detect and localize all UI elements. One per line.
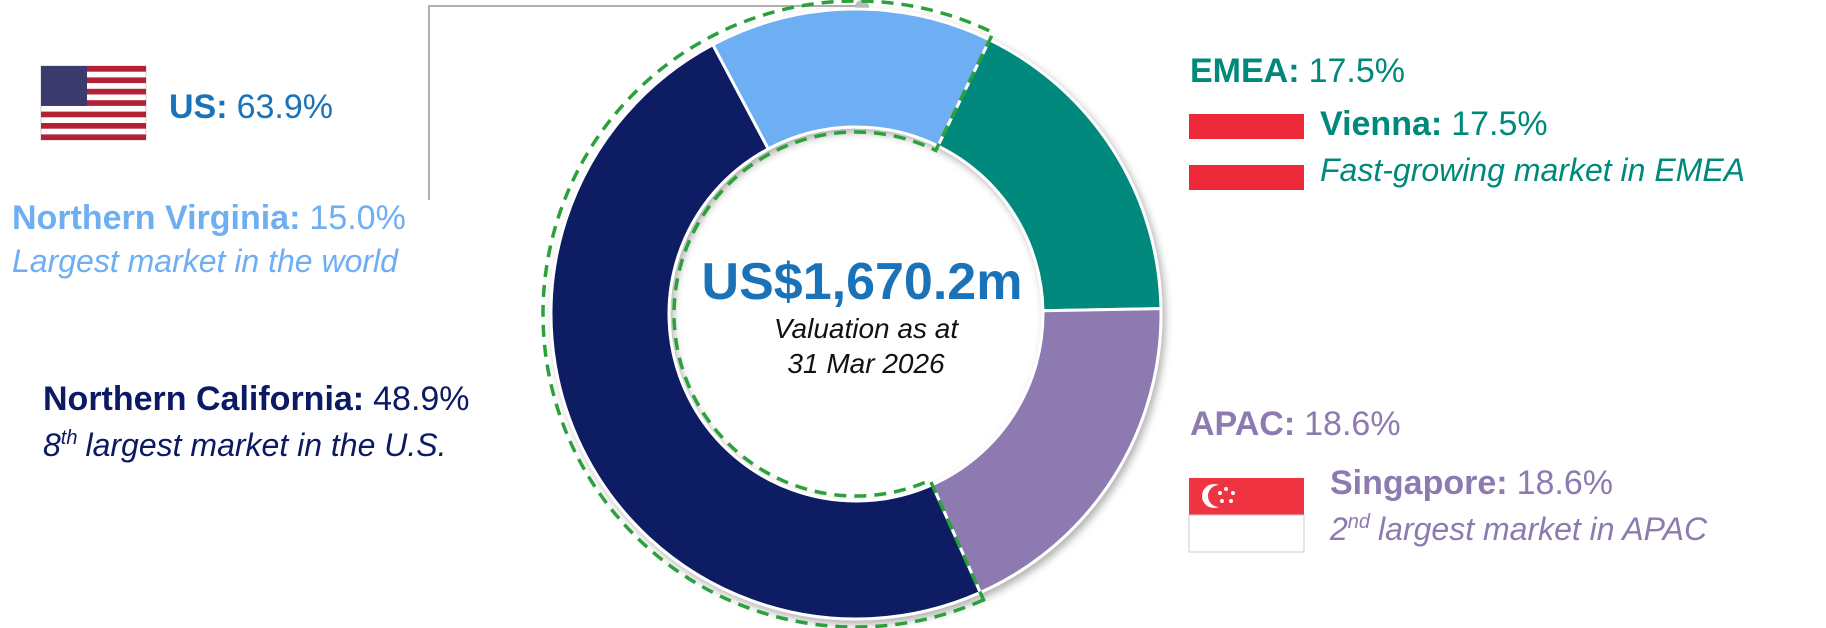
region-label: US: 63.9% — [169, 88, 333, 126]
market-description: Fast-growing market in EMEA — [1320, 152, 1745, 188]
market-value: 15.0% — [309, 199, 405, 237]
market-value: 18.6% — [1517, 464, 1613, 502]
market-name: Singapore: — [1330, 464, 1508, 502]
region-name: US: — [169, 88, 228, 126]
market-description: Largest market in the world — [12, 243, 399, 279]
description-text: 8 — [43, 427, 61, 463]
region-label: APAC: 18.6% — [1190, 405, 1401, 443]
market-value: 48.9% — [373, 380, 469, 418]
slice — [935, 37, 1163, 313]
slice — [549, 42, 983, 621]
region-name: EMEA: — [1190, 52, 1300, 90]
description-superscript: nd — [1348, 511, 1371, 533]
us-dashed-outline — [541, 0, 996, 628]
market-label: Vienna: 17.5% — [1320, 105, 1548, 143]
center-caption: 31 Mar 2026 — [787, 348, 945, 379]
market-description: 2nd largest market in APAC — [1329, 511, 1708, 547]
description-text: Largest market in the world — [12, 243, 399, 279]
austria-flag — [1189, 114, 1304, 190]
region-value: 63.9% — [237, 88, 333, 126]
center-value: US$1,670.2m — [702, 253, 1023, 311]
leader-line — [428, 5, 862, 200]
description-superscript: th — [61, 427, 78, 449]
center-caption: Valuation as at — [774, 313, 959, 344]
slice — [930, 307, 1163, 595]
market-label: Northern Virginia: 15.0% — [12, 199, 406, 237]
market-label: Singapore: 18.6% — [1330, 464, 1613, 502]
description-text: largest market in the U.S. — [85, 427, 446, 463]
market-name: Northern Virginia: — [12, 199, 300, 237]
market-value: 17.5% — [1451, 105, 1547, 143]
us-flag — [40, 65, 147, 141]
description-text: largest market in APAC — [1378, 511, 1708, 547]
singapore-flag — [1188, 478, 1305, 553]
us-outline — [541, 0, 996, 628]
market-name: Vienna: — [1320, 105, 1442, 143]
market-name: Northern California: — [43, 380, 364, 418]
market-description: 8th largest market in the U.S. — [43, 427, 447, 463]
region-name: APAC: — [1190, 405, 1295, 443]
market-label: Northern California: 48.9% — [43, 380, 470, 418]
description-text: Fast-growing market in EMEA — [1320, 152, 1745, 188]
donut — [549, 7, 1163, 621]
region-value: 17.5% — [1309, 52, 1405, 90]
description-text: 2 — [1329, 511, 1348, 547]
region-value: 18.6% — [1304, 405, 1400, 443]
region-label: EMEA: 17.5% — [1190, 52, 1405, 90]
